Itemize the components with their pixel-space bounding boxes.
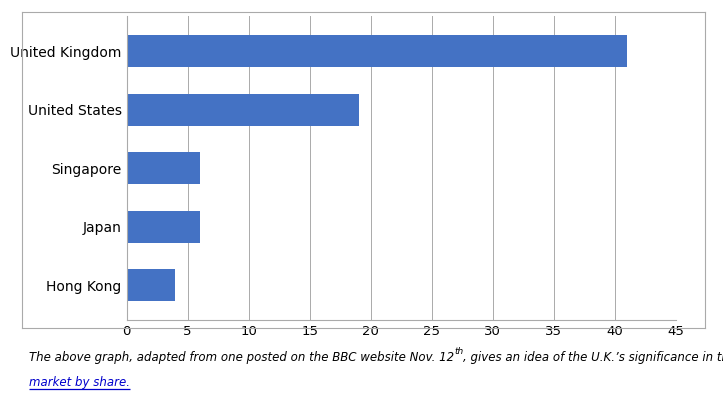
- Text: market by share.: market by share.: [29, 375, 130, 388]
- Text: The above graph, adapted from one posted on the BBC website Nov. 12: The above graph, adapted from one posted…: [29, 351, 454, 364]
- Bar: [127, 35, 627, 67]
- Text: , gives an idea of the U.K.’s significance in the: , gives an idea of the U.K.’s significan…: [463, 351, 723, 364]
- Bar: [127, 269, 176, 301]
- Bar: [127, 152, 200, 184]
- Bar: [127, 211, 200, 243]
- Bar: [127, 94, 359, 126]
- Text: th: th: [454, 347, 463, 356]
